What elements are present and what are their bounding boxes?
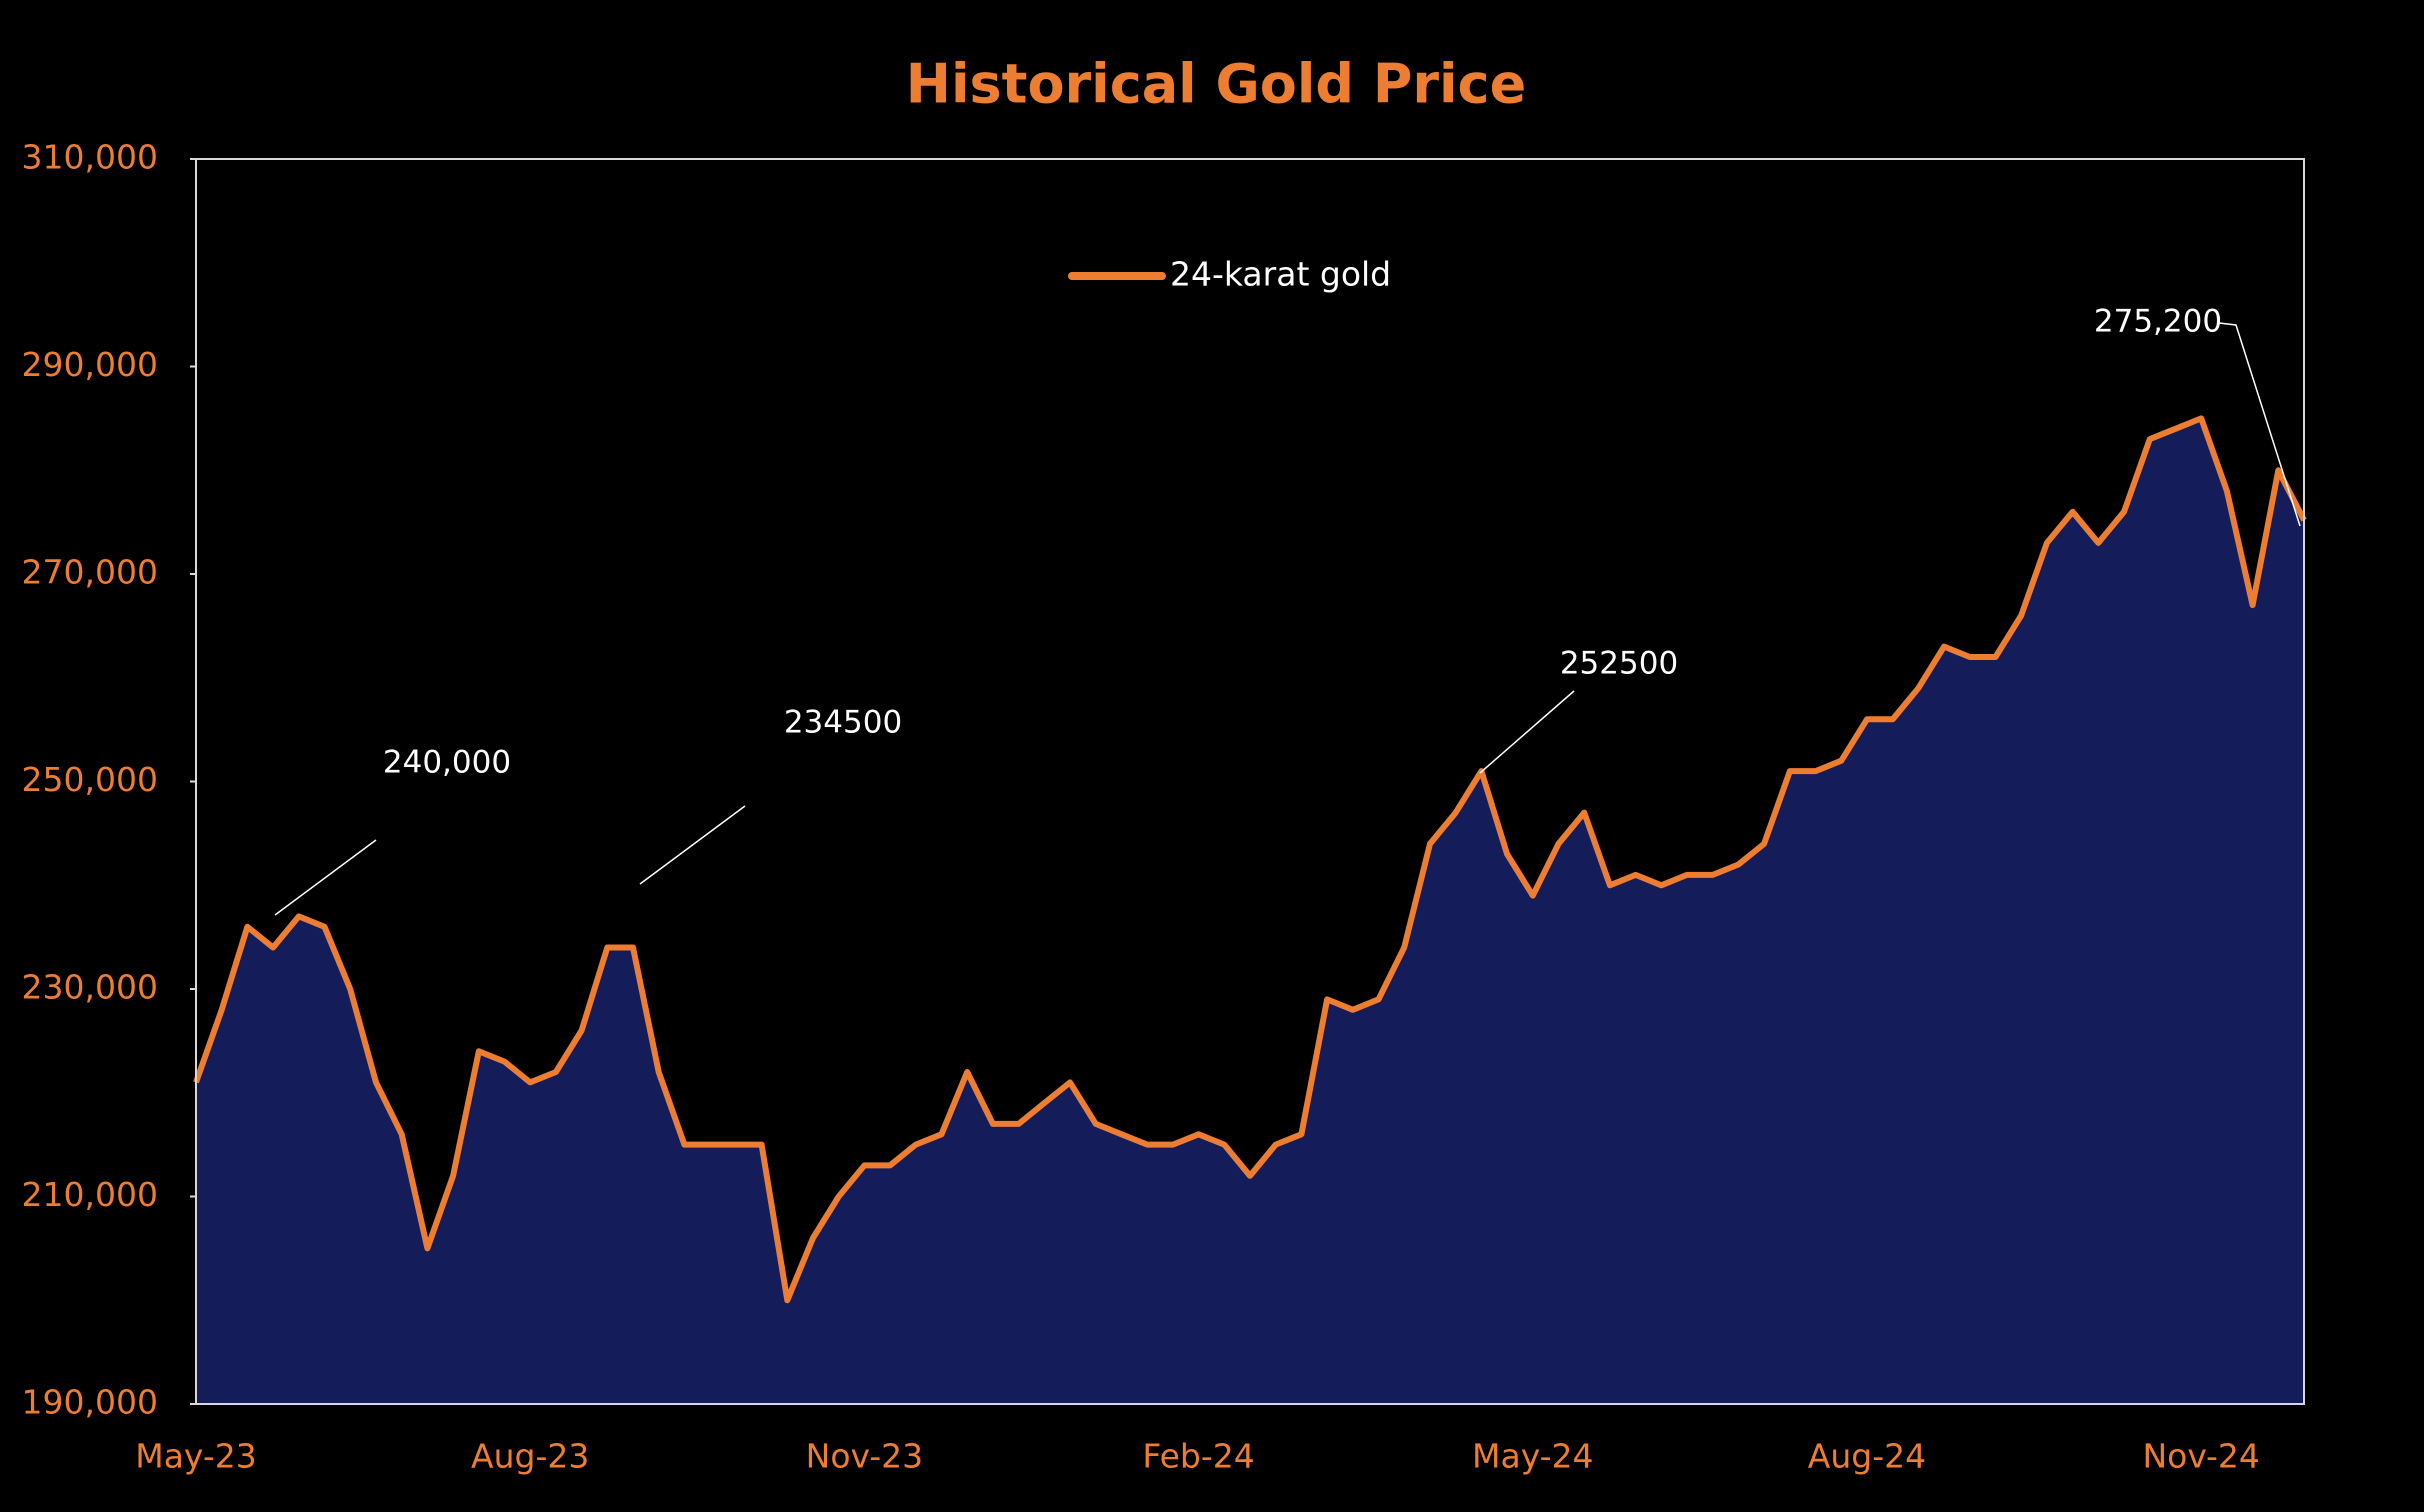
x-tick-label: May-24 [1472, 1437, 1594, 1476]
line [193, 415, 2307, 1304]
x-tick-label: Feb-24 [1142, 1437, 1254, 1476]
x-tick-label: May-23 [135, 1437, 257, 1476]
y-tick-label: 190,000 [22, 1383, 158, 1422]
y-tick-label: 250,000 [22, 760, 158, 799]
legend-label: 24-karat gold [1170, 255, 1391, 294]
plot-border [195, 158, 2305, 1405]
y-tick-label: 230,000 [22, 968, 158, 1007]
annotation-leader [639, 805, 746, 885]
annotation-leader [274, 839, 377, 916]
annotation-leader [2218, 322, 2301, 527]
area [196, 418, 2304, 1404]
x-tick-label: Aug-24 [1808, 1437, 1926, 1476]
chart-title: Historical Gold Price [906, 53, 1526, 116]
annotation-leader [1479, 690, 1575, 774]
x-tick-label: Aug-23 [471, 1437, 589, 1476]
annotation: 240,000 [383, 745, 511, 781]
y-tick-label: 270,000 [22, 553, 158, 592]
annotation: 252500 [1560, 646, 1678, 682]
y-tick-label: 210,000 [22, 1175, 158, 1214]
annotation: 234500 [784, 705, 902, 741]
x-tick-label: Nov-23 [806, 1437, 923, 1476]
y-tick-label: 290,000 [22, 345, 158, 384]
y-tick-label: 310,000 [22, 138, 158, 177]
x-tick-label: Nov-24 [2142, 1437, 2259, 1476]
annotation: 275,200 [2094, 304, 2222, 340]
